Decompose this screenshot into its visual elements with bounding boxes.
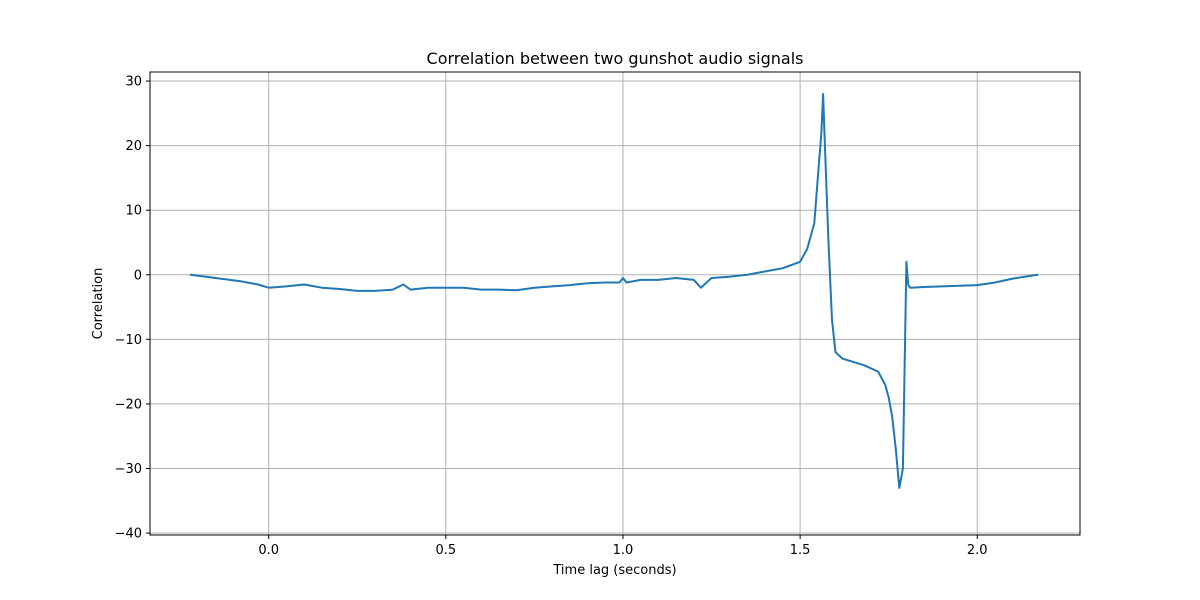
x-tick-label: 1.5: [790, 543, 811, 558]
y-tick-label: −10: [115, 333, 142, 348]
y-axis-label: Correlation: [91, 268, 106, 340]
series-layer: [189, 93, 1039, 489]
x-tick-label: 2.0: [967, 543, 988, 558]
y-tick-label: 10: [125, 204, 142, 219]
plot-frame: [149, 71, 1081, 536]
x-tick-label: 1.0: [613, 543, 634, 558]
y-tick-label: 0: [134, 268, 142, 283]
y-tick-label: −20: [115, 397, 142, 412]
y-tick-label: −30: [115, 462, 142, 477]
grid: [150, 72, 1080, 535]
y-tick-label: −40: [115, 527, 142, 542]
x-axis-label: Time lag (seconds): [552, 563, 676, 578]
chart-title: Correlation between two gunshot audio si…: [427, 49, 804, 68]
y-tick-label: 20: [125, 139, 142, 154]
x-tick-label: 0.0: [258, 543, 279, 558]
x-tick-label: 0.5: [435, 543, 456, 558]
ticks: 0.0 0.5 1.0 1.5 2.0 30 20 10 0 −10 −20 −30 −40: [115, 75, 988, 558]
series-line: [189, 93, 1039, 489]
y-tick-label: 30: [125, 75, 142, 90]
